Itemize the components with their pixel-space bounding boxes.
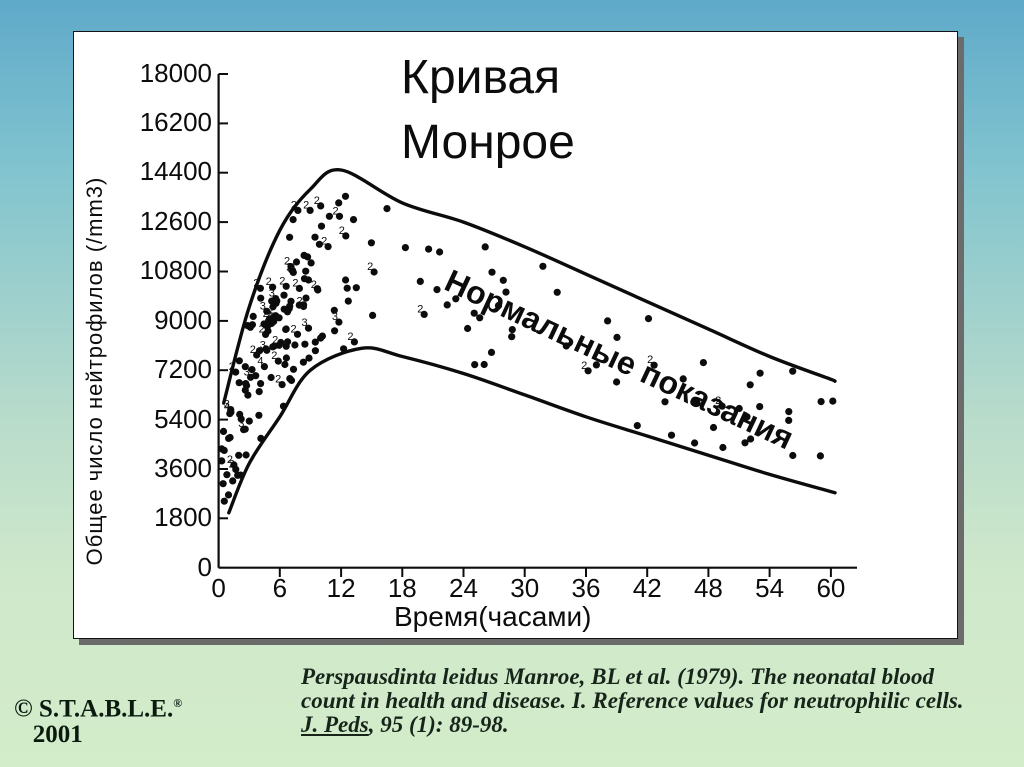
svg-text:12600: 12600 — [140, 206, 212, 236]
svg-text:5400: 5400 — [154, 404, 212, 434]
svg-text:14400: 14400 — [140, 156, 212, 186]
svg-text:54: 54 — [755, 573, 784, 603]
svg-text:16200: 16200 — [140, 107, 212, 137]
svg-text:Время(часами): Время(часами) — [394, 601, 592, 632]
svg-text:3600: 3600 — [154, 453, 212, 483]
svg-text:60: 60 — [816, 573, 845, 603]
svg-text:30: 30 — [510, 573, 539, 603]
svg-text:7200: 7200 — [154, 354, 212, 384]
svg-text:12: 12 — [327, 573, 356, 603]
svg-text:48: 48 — [694, 573, 723, 603]
svg-text:36: 36 — [572, 573, 601, 603]
svg-text:0: 0 — [211, 573, 225, 603]
svg-text:6: 6 — [273, 573, 287, 603]
svg-text:1800: 1800 — [154, 502, 212, 532]
svg-text:9000: 9000 — [154, 305, 212, 335]
svg-text:24: 24 — [449, 573, 478, 603]
svg-text:Общее число нейтрофилов (/mm3): Общее число нейтрофилов (/mm3) — [82, 177, 107, 566]
svg-text:18000: 18000 — [140, 58, 212, 88]
svg-text:18: 18 — [388, 573, 417, 603]
svg-text:42: 42 — [633, 573, 662, 603]
svg-text:0: 0 — [198, 552, 212, 582]
svg-text:10800: 10800 — [140, 255, 212, 285]
